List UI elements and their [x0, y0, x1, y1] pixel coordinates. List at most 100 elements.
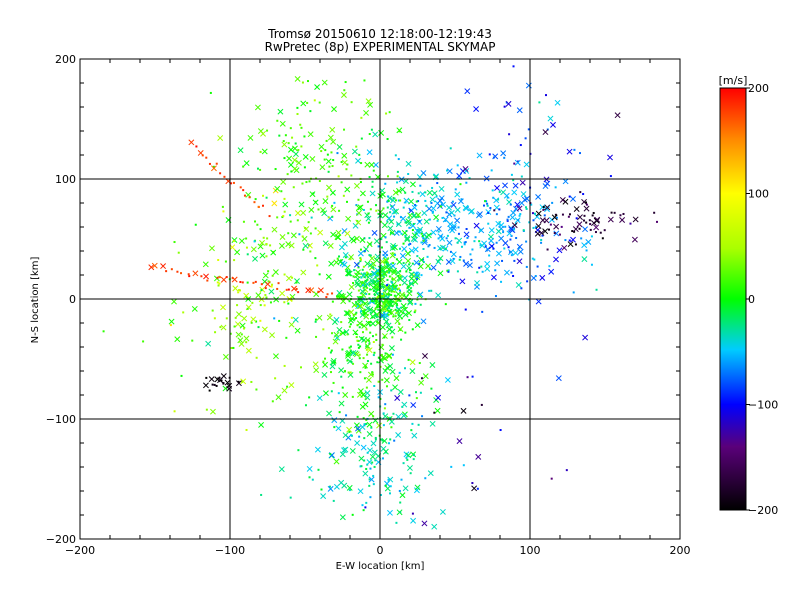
- data-point-dot: [329, 313, 332, 316]
- data-point-cross: [328, 260, 335, 267]
- data-point-dot: [454, 237, 457, 240]
- data-point-dot: [381, 457, 384, 460]
- data-point-cross: [357, 488, 364, 495]
- data-point-dot: [376, 306, 379, 309]
- data-point-dot: [363, 289, 366, 292]
- data-point-dot: [579, 191, 582, 194]
- data-point-dot: [376, 361, 379, 364]
- data-point-cross: [377, 277, 384, 284]
- data-point-dot: [265, 196, 268, 199]
- data-point-cross: [208, 376, 215, 383]
- data-point-dot: [290, 298, 293, 301]
- data-point-dot: [363, 79, 366, 82]
- data-point-dot: [528, 221, 531, 224]
- data-point-cross: [346, 426, 353, 433]
- data-point-dot: [259, 228, 262, 231]
- data-point-dot: [391, 353, 394, 356]
- data-point-cross: [268, 288, 275, 295]
- data-point-dot: [333, 201, 336, 204]
- data-point-cross: [389, 252, 396, 259]
- data-point-dot: [212, 165, 215, 168]
- data-point-dot: [298, 233, 301, 236]
- data-point-dot: [271, 400, 274, 403]
- data-point-cross: [433, 214, 440, 221]
- data-point-dot: [289, 127, 292, 130]
- data-point-dot: [433, 411, 436, 414]
- data-point-dot: [371, 373, 374, 376]
- data-point-dot: [507, 246, 510, 249]
- data-point-cross: [382, 448, 389, 455]
- data-point-dot: [464, 241, 467, 244]
- data-point-cross: [406, 286, 413, 293]
- data-point-cross: [322, 390, 329, 397]
- data-point-dot: [370, 128, 373, 131]
- data-point-cross: [478, 227, 485, 234]
- data-point-cross: [387, 301, 394, 308]
- data-point-dot: [508, 133, 511, 136]
- data-point-cross: [292, 151, 299, 158]
- data-point-dot: [376, 288, 379, 291]
- data-point-cross: [294, 75, 301, 82]
- data-point-cross: [305, 287, 312, 294]
- data-point-cross: [414, 322, 421, 329]
- data-point-dot: [385, 385, 388, 388]
- data-point-dot: [169, 324, 172, 327]
- data-point-dot: [306, 80, 309, 83]
- data-point-dot: [356, 339, 359, 342]
- data-point-cross: [295, 159, 302, 166]
- data-point-cross: [402, 311, 409, 318]
- data-point-dot: [374, 307, 377, 310]
- data-point-cross: [333, 458, 340, 465]
- data-point-cross: [403, 451, 410, 458]
- data-point-dot: [379, 365, 382, 368]
- data-point-dot: [408, 394, 411, 397]
- data-point-dot: [386, 278, 389, 281]
- x-tick-label: −200: [65, 544, 95, 557]
- data-point-dot: [440, 235, 443, 238]
- data-point-dot: [431, 186, 434, 189]
- data-point-dot: [533, 258, 536, 261]
- data-point-cross: [347, 358, 353, 365]
- data-point-dot: [509, 203, 512, 206]
- data-point-cross: [355, 157, 361, 164]
- data-point-dot: [346, 200, 349, 203]
- data-point-dot: [369, 496, 372, 499]
- data-point-dot: [336, 152, 339, 155]
- data-point-cross: [422, 353, 428, 359]
- data-point-dot: [381, 292, 384, 295]
- data-point-dot: [407, 358, 410, 361]
- data-point-cross: [446, 168, 453, 175]
- data-point-dot: [205, 408, 208, 411]
- colorbar: [m/s]200 100 0 −100 −200: [719, 74, 779, 517]
- data-point-cross: [226, 382, 233, 389]
- data-point-cross: [320, 493, 327, 500]
- data-point-dot: [299, 366, 302, 369]
- data-point-dot: [239, 280, 242, 283]
- data-point-dot: [446, 234, 449, 237]
- data-point-dot: [369, 243, 372, 246]
- data-point-dot: [456, 164, 459, 167]
- data-point-dot: [287, 232, 290, 235]
- data-point-cross: [325, 158, 332, 165]
- data-point-cross: [322, 361, 329, 368]
- data-point-cross: [366, 347, 373, 354]
- data-point-cross: [473, 222, 480, 229]
- data-point-cross: [235, 321, 241, 328]
- data-point-dot: [385, 112, 388, 115]
- data-point-cross: [566, 148, 573, 155]
- data-point-dot: [338, 411, 341, 414]
- data-point-dot: [379, 295, 382, 298]
- data-point-cross: [410, 517, 417, 524]
- data-point-cross: [503, 269, 510, 276]
- data-point-cross: [259, 252, 266, 259]
- data-point-dot: [230, 182, 233, 185]
- data-point-cross: [429, 362, 436, 368]
- data-point-dot: [572, 291, 575, 294]
- data-point-dot: [417, 423, 420, 426]
- data-point-cross: [344, 230, 351, 237]
- data-point-dot: [409, 472, 412, 475]
- data-point-dot: [363, 459, 366, 462]
- data-point-dot: [331, 292, 334, 295]
- data-point-cross: [516, 205, 523, 212]
- data-point-dot: [362, 417, 365, 420]
